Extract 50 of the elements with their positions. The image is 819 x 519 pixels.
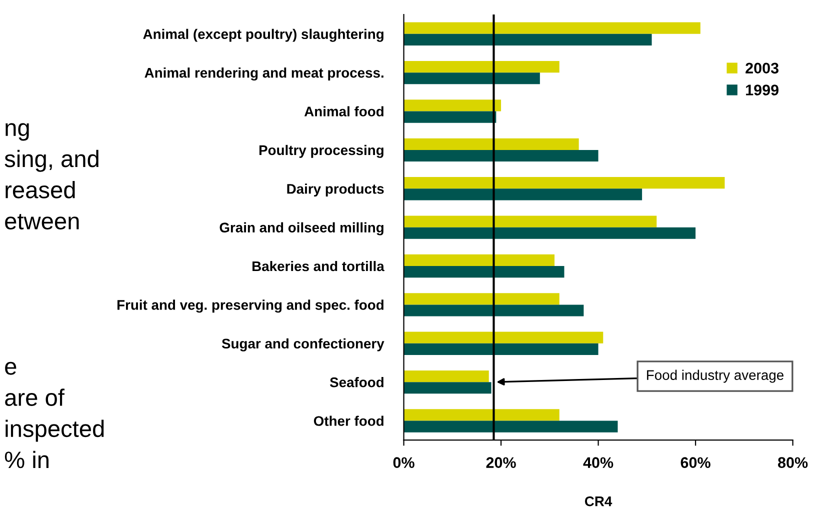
legend-label: 2003 [746,62,778,74]
bar [404,34,652,46]
legend-label: 1999 [746,84,778,96]
bar [404,266,564,278]
y-tick-label: Other food [314,416,384,426]
x-tick-label: 60% [680,457,710,468]
bar [404,22,700,34]
y-tick-label: Grain and oilseed milling [220,222,384,236]
bar [404,111,496,123]
x-tick-label: 20% [486,457,516,468]
bar [404,100,502,112]
y-tick-label: Sugar and confectionery [222,338,384,352]
bar [404,420,618,432]
text: reased [6,181,75,198]
x-tick-label: 0% [393,457,414,468]
text: sing, and [4,150,98,172]
bar [404,177,725,189]
text: etween [5,214,79,230]
y-tick-label: Animal (except poultry) slaughtering [143,28,384,42]
x-axis-title: CR4 [584,496,612,506]
bar [404,343,598,355]
bar [404,370,489,382]
x-tick-label: 40% [583,457,614,468]
bar [404,332,604,344]
bar [404,227,696,239]
y-tick-label: Animal food [304,106,384,116]
ref-line-label: Food industry average [647,370,784,383]
y-tick-label: Bakeries and tortilla [252,260,384,272]
text: are of [5,388,65,406]
bar [404,150,598,162]
text: e [5,362,16,375]
y-tick-label: Animal rendering and meat process. [144,68,384,81]
y-tick-label: Seafood [330,377,384,388]
text: ng [6,123,29,141]
bar [404,293,560,305]
bar [404,72,540,84]
x-tick-label: 80% [778,457,808,468]
bar [404,304,584,316]
bar [404,138,579,150]
bar [404,409,560,421]
y-tick-label: Dairy products [287,184,384,197]
text: % in [4,450,48,468]
bar [404,254,555,266]
text: inspected [6,420,104,442]
y-tick-label: Poultry processing [259,144,384,158]
bar [404,216,657,228]
bar [404,382,492,394]
bar [404,188,642,200]
bar [404,60,560,73]
y-tick-label: Fruit and veg. preserving and spec. food [117,300,384,313]
